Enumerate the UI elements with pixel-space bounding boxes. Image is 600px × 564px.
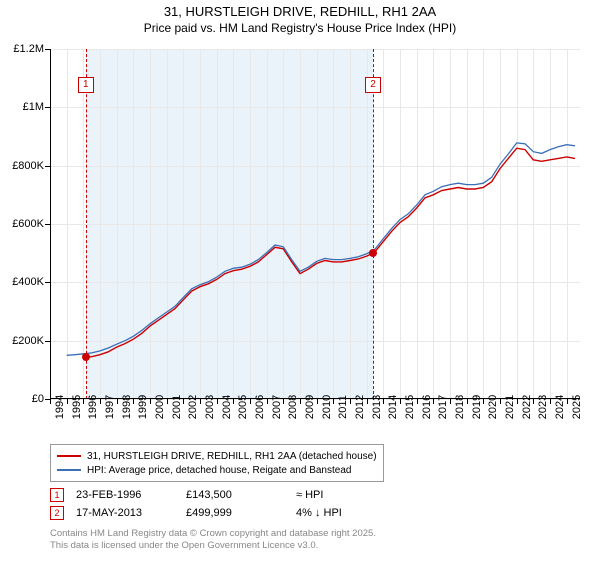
x-tick-label: 2006	[254, 395, 266, 419]
event-line-1	[86, 49, 88, 399]
x-tick-label: 1994	[54, 395, 66, 419]
y-tick-label: £800K	[0, 160, 44, 172]
series-property	[86, 148, 575, 357]
x-tick-label: 2023	[537, 395, 549, 419]
y-tick-label: £1M	[0, 101, 44, 113]
legend-swatch	[57, 469, 81, 471]
line-series-svg	[50, 49, 580, 399]
x-tick-label: 2014	[387, 395, 399, 419]
sale-diff: 4% ↓ HPI	[296, 507, 396, 519]
legend-item: HPI: Average price, detached house, Reig…	[57, 463, 377, 477]
footnote-line2: This data is licensed under the Open Gov…	[50, 540, 376, 552]
x-tick-label: 2008	[287, 395, 299, 419]
event-label-2: 2	[365, 77, 381, 93]
footnote-line1: Contains HM Land Registry data © Crown c…	[50, 528, 376, 540]
series-hpi	[67, 143, 575, 355]
x-tick-label: 2015	[404, 395, 416, 419]
x-tick-label: 2003	[204, 395, 216, 419]
x-tick-label: 2025	[571, 395, 583, 419]
x-tick-label: 2016	[421, 395, 433, 419]
sale-date: 23-FEB-1996	[76, 489, 186, 501]
x-tick-label: 2012	[354, 395, 366, 419]
sale-date: 17-MAY-2013	[76, 507, 186, 519]
y-tick-label: £600K	[0, 218, 44, 230]
x-tick-label: 2001	[171, 395, 183, 419]
x-tick-label: 1996	[87, 395, 99, 419]
y-tick-label: £400K	[0, 276, 44, 288]
x-tick-label: 2022	[521, 395, 533, 419]
chart-title: 31, HURSTLEIGH DRIVE, REDHILL, RH1 2AA	[0, 4, 600, 19]
y-tick-label: £1.2M	[0, 43, 44, 55]
sales-table: 1 23-FEB-1996£143,500≈ HPI 2 17-MAY-2013£49…	[50, 486, 396, 522]
x-tick-label: 2019	[471, 395, 483, 419]
x-tick-label: 2021	[504, 395, 516, 419]
event-marker-1	[82, 353, 90, 361]
y-axis-line	[50, 49, 51, 399]
sale-row: 1 23-FEB-1996£143,500≈ HPI	[50, 486, 396, 504]
x-tick-label: 2010	[321, 395, 333, 419]
x-tick-label: 1997	[104, 395, 116, 419]
x-tick-label: 2007	[271, 395, 283, 419]
x-tick-label: 2017	[437, 395, 449, 419]
event-label-1: 1	[78, 77, 94, 93]
legend-label: 31, HURSTLEIGH DRIVE, REDHILL, RH1 2AA (…	[87, 451, 377, 462]
x-tick-label: 2002	[187, 395, 199, 419]
chart-subtitle: Price paid vs. HM Land Registry's House …	[0, 21, 600, 35]
sale-price: £143,500	[186, 489, 296, 501]
chart-plot-area: 12 £0£200K£400K£600K£800K£1M£1.2M 199419…	[50, 49, 580, 399]
x-tick-label: 1999	[137, 395, 149, 419]
event-marker-2	[369, 249, 377, 257]
x-tick-label: 1995	[71, 395, 83, 419]
x-tick-label: 2011	[337, 395, 349, 419]
x-tick-label: 1998	[121, 395, 133, 419]
sale-row: 2 17-MAY-2013£499,9994% ↓ HPI	[50, 504, 396, 522]
sale-index-box: 1	[50, 488, 64, 502]
x-tick-label: 2018	[454, 395, 466, 419]
event-line-2	[373, 49, 375, 399]
footnote: Contains HM Land Registry data © Crown c…	[50, 528, 376, 553]
legend-box: 31, HURSTLEIGH DRIVE, REDHILL, RH1 2AA (…	[50, 444, 384, 482]
legend-swatch	[57, 455, 81, 457]
x-tick-label: 2000	[154, 395, 166, 419]
sale-price: £499,999	[186, 507, 296, 519]
x-tick-label: 2024	[554, 395, 566, 419]
sale-index-box: 2	[50, 506, 64, 520]
sale-diff: ≈ HPI	[296, 489, 396, 501]
x-tick-label: 2005	[237, 395, 249, 419]
x-tick-label: 2004	[221, 395, 233, 419]
x-tick-label: 2020	[487, 395, 499, 419]
y-tick-label: £0	[0, 393, 44, 405]
legend-item: 31, HURSTLEIGH DRIVE, REDHILL, RH1 2AA (…	[57, 449, 377, 463]
legend-label: HPI: Average price, detached house, Reig…	[87, 465, 351, 476]
y-tick-label: £200K	[0, 335, 44, 347]
x-tick-label: 2013	[371, 395, 383, 419]
x-tick-label: 2009	[304, 395, 316, 419]
